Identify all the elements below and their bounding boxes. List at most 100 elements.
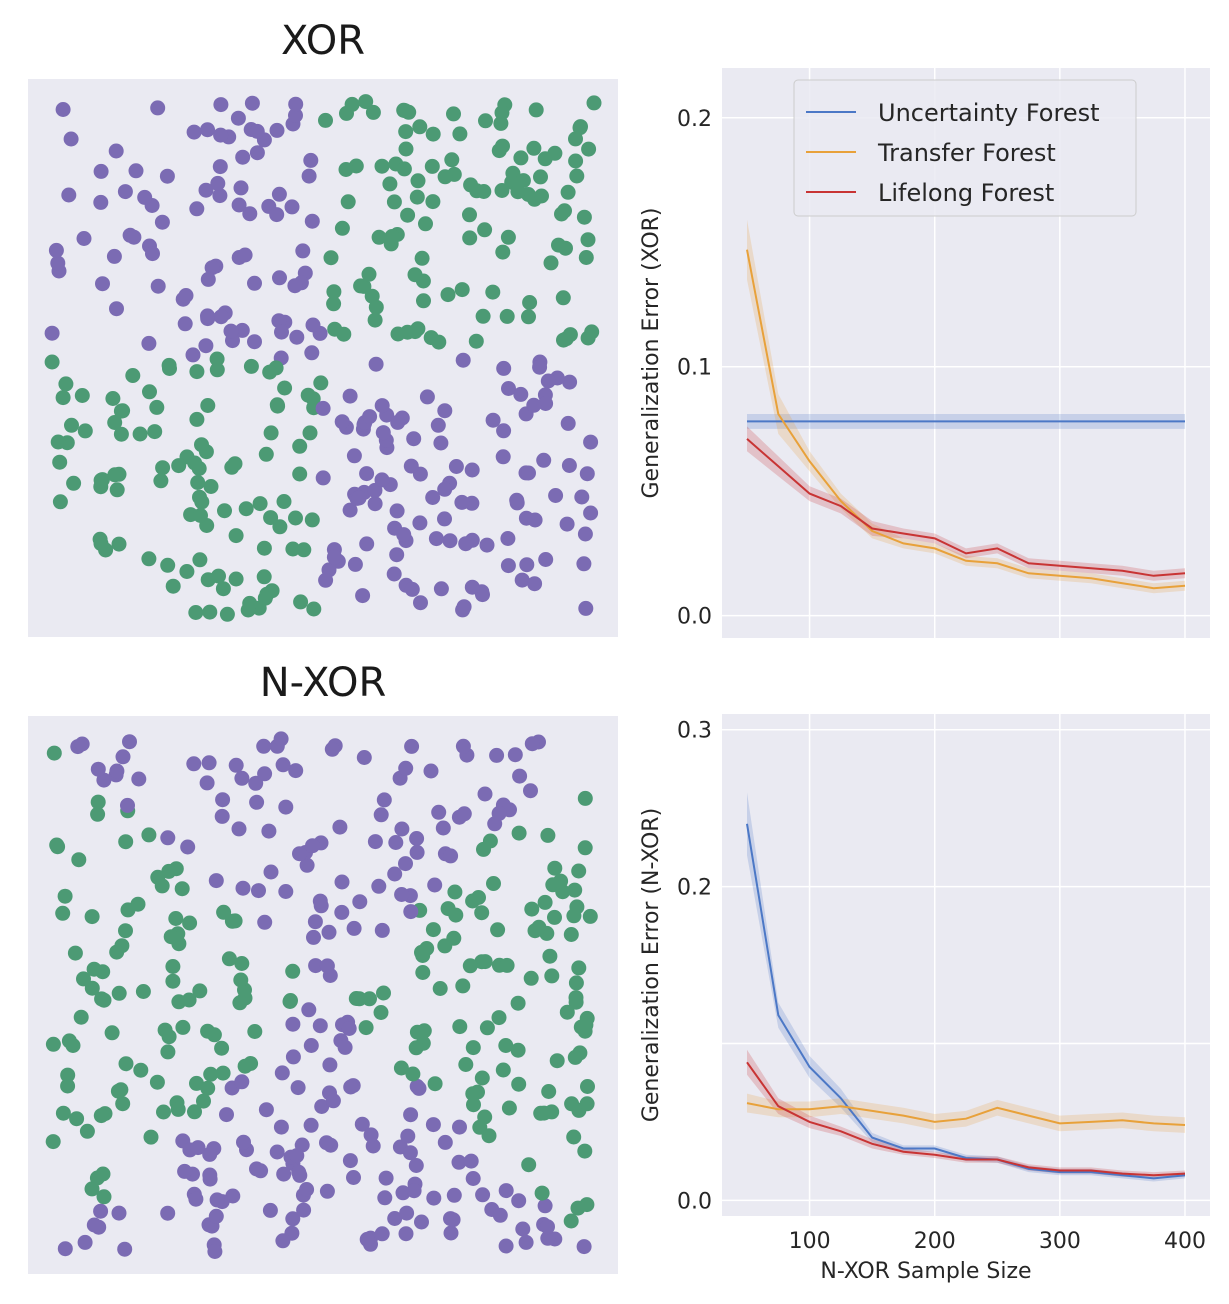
scatter-point-class-a	[50, 255, 66, 271]
scatter-point-class-b	[90, 794, 106, 810]
scatter-point-class-a	[359, 1231, 375, 1247]
scatter-point-class-b	[452, 1019, 468, 1035]
scatter-point-class-b	[141, 551, 157, 567]
scatter-point-class-b	[479, 1020, 495, 1036]
scatter-point-class-a	[145, 246, 160, 262]
scatter-point-class-a	[394, 887, 410, 902]
scatter-point-class-a	[128, 163, 144, 179]
scatter-point-class-a	[303, 1038, 319, 1053]
scatter-point-class-b	[533, 169, 548, 185]
scatter-point-class-a	[458, 536, 474, 552]
scatter-point-class-a	[296, 1202, 312, 1218]
scatter-point-class-b	[57, 888, 73, 904]
scatter-point-class-b	[425, 194, 441, 210]
scatter-point-class-a	[269, 122, 285, 138]
x-tick-label: 300	[1039, 1229, 1081, 1254]
scatter-point-class-b	[52, 454, 68, 470]
scatter-point-class-b	[418, 216, 433, 232]
scatter-point-class-a	[388, 835, 404, 850]
scatter-point-class-a	[342, 388, 358, 404]
scatter-point-class-a	[55, 102, 71, 117]
scatter-point-class-b	[407, 267, 423, 283]
scatter-point-class-b	[111, 466, 127, 482]
scatter-point-class-b	[511, 1076, 527, 1092]
scatter-point-class-b	[174, 881, 190, 897]
legend-label-uncertainty: Uncertainty Forest	[878, 99, 1100, 127]
scatter-point-class-a	[274, 324, 289, 340]
scatter-point-class-b	[568, 975, 584, 991]
scatter-point-class-b	[192, 552, 208, 568]
scatter-point-class-b	[437, 169, 453, 185]
y-axis-label: Generalization Error (XOR)	[639, 207, 664, 498]
scatter-point-class-b	[486, 876, 501, 891]
scatter-point-class-b	[578, 1017, 594, 1033]
scatter-point-class-b	[543, 255, 559, 271]
scatter-point-class-a	[406, 1183, 422, 1199]
scatter-point-class-b	[526, 140, 542, 156]
scatter-point-class-b	[232, 995, 248, 1011]
scatter-point-class-a	[501, 381, 516, 396]
scatter-point-class-a	[198, 182, 214, 198]
scatter-point-class-b	[105, 391, 121, 406]
scatter-point-class-a	[213, 127, 229, 143]
scatter-point-class-b	[203, 479, 219, 494]
scatter-point-class-a	[186, 124, 202, 140]
scatter-point-class-b	[189, 1075, 204, 1091]
scatter-point-class-a	[475, 1187, 491, 1203]
scatter-point-class-a	[305, 838, 320, 854]
scatter-point-class-a	[213, 309, 229, 325]
scatter-point-class-a	[402, 1145, 418, 1161]
scatter-point-class-a	[90, 761, 106, 777]
scatter-point-class-a	[200, 271, 216, 287]
scatter-point-class-b	[373, 1005, 389, 1020]
scatter-point-class-b	[425, 922, 441, 938]
scatter-point-class-b	[49, 837, 65, 853]
scatter-point-class-a	[355, 588, 371, 604]
scatter-point-class-a	[109, 301, 124, 317]
scatter-point-class-b	[323, 250, 339, 266]
scatter-point-class-b	[182, 915, 198, 931]
scatter-point-class-a	[235, 880, 251, 896]
scatter-point-class-b	[149, 399, 165, 415]
scatter-point-class-a	[288, 763, 304, 779]
scatter-point-class-b	[477, 954, 493, 970]
scatter-point-class-a	[343, 1079, 359, 1095]
scatter-point-class-a	[456, 599, 472, 615]
scatter-point-class-b	[118, 834, 134, 850]
scatter-point-class-a	[189, 201, 205, 217]
scatter-point-class-b	[515, 173, 531, 189]
scatter-point-class-b	[425, 126, 441, 142]
scatter-point-class-b	[165, 578, 181, 594]
scatter-point-class-a	[237, 247, 253, 263]
scatter-point-class-a	[287, 278, 303, 294]
scatter-point-class-a	[576, 556, 592, 572]
scatter-point-class-b	[66, 475, 82, 491]
scatter-point-class-b	[446, 106, 461, 122]
scatter-point-class-a	[389, 547, 405, 563]
scatter-point-class-b	[510, 184, 526, 200]
scatter-point-class-b	[133, 1062, 149, 1078]
scatter-point-class-b	[228, 571, 244, 587]
scatter-point-class-a	[375, 425, 391, 441]
scatter-point-class-a	[495, 449, 511, 465]
scatter-point-class-b	[553, 873, 569, 889]
scatter-point-class-b	[412, 119, 428, 135]
scatter-point-class-a	[560, 415, 576, 431]
scatter-point-class-b	[292, 438, 308, 454]
scatter-point-class-a	[500, 558, 516, 574]
scatter-point-class-b	[247, 1024, 263, 1039]
scatter-point-class-b	[540, 827, 556, 843]
scatter-point-class-a	[122, 734, 137, 750]
scatter-point-class-a	[374, 472, 390, 488]
y-tick-label: 0.2	[677, 876, 712, 901]
scatter-point-class-a	[201, 755, 217, 771]
scatter-point-class-b	[93, 536, 109, 552]
x-tick-label: 200	[914, 1229, 956, 1254]
scatter-point-class-a	[437, 481, 453, 497]
scatter-point-class-b	[563, 1213, 579, 1229]
scatter-point-class-a	[57, 1241, 73, 1257]
scatter-point-class-a	[354, 1116, 370, 1132]
scatter-point-class-a	[242, 206, 258, 222]
scatter-point-class-a	[307, 914, 323, 930]
scatter-point-class-b	[501, 1100, 517, 1116]
